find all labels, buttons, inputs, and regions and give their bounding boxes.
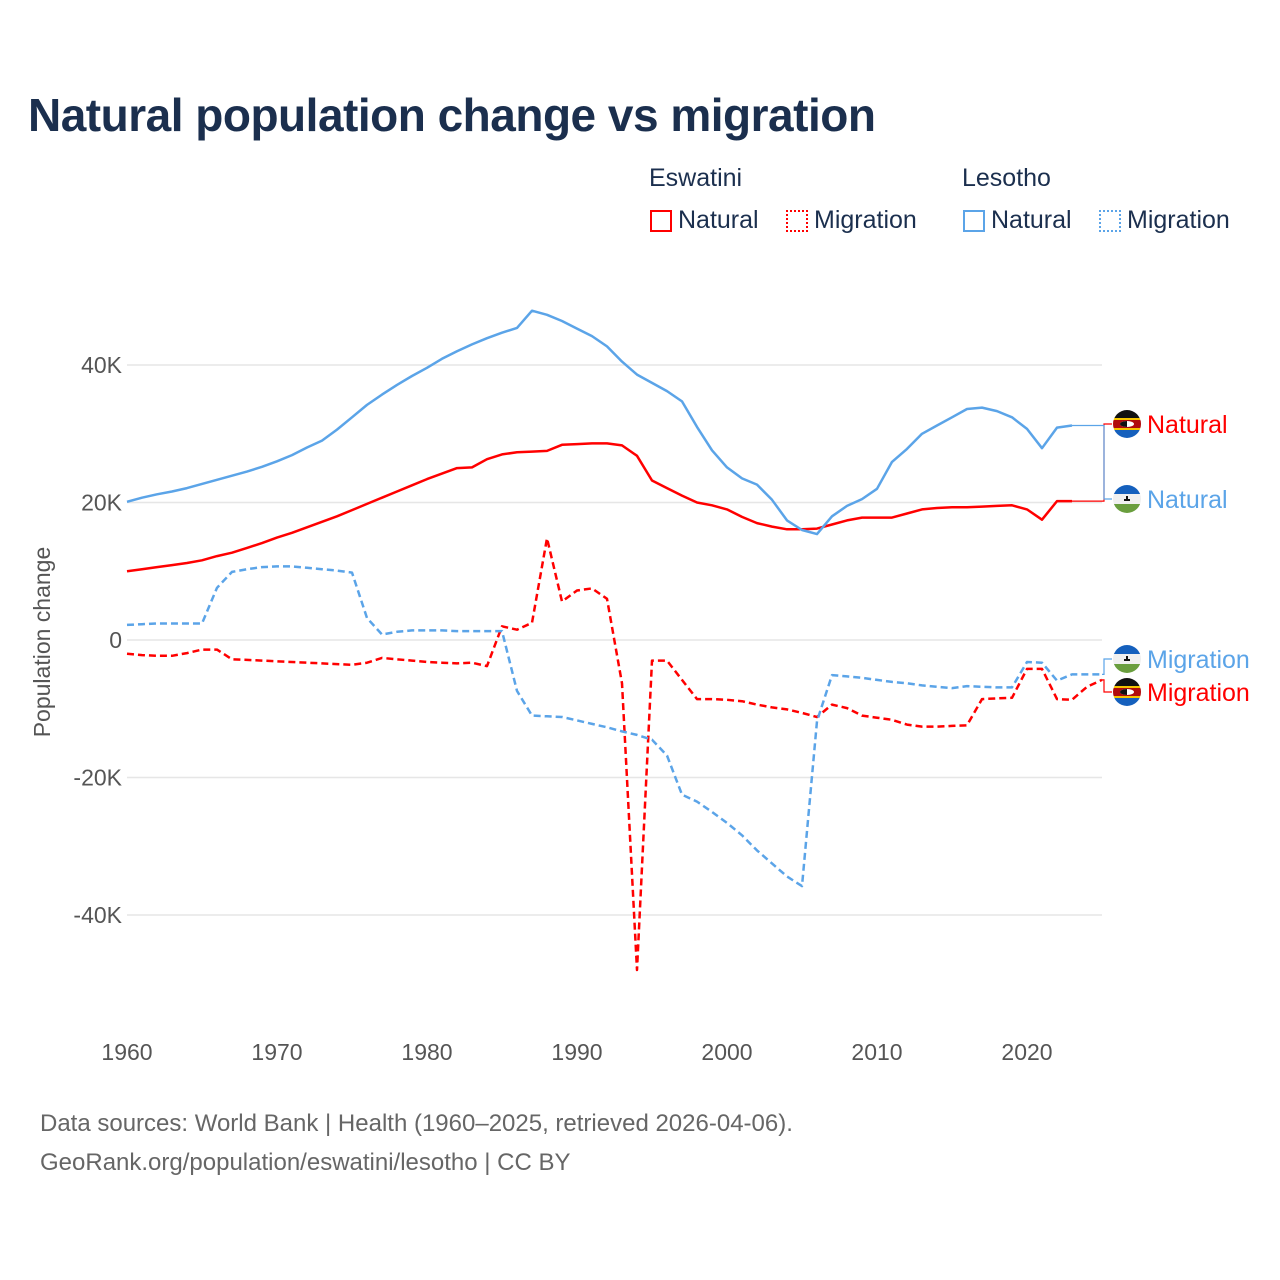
x-tick-label: 1980 <box>401 1039 452 1065</box>
series-end-label: Migration <box>1147 646 1250 674</box>
y-axis-label: Population change <box>29 547 55 738</box>
legend-swatch-solid-icon <box>963 209 985 232</box>
eswatini-flag-icon <box>1113 678 1141 706</box>
legend-swatch-dotted-icon <box>1099 209 1121 232</box>
series-end-label: Natural <box>1147 411 1228 439</box>
y-tick-label: 0 <box>109 627 122 653</box>
series-line-eswatini-natural <box>126 442 1072 573</box>
legend-item-eswatini-natural[interactable]: Natural <box>650 206 759 235</box>
y-tick-label: 40K <box>81 352 123 378</box>
legend-group-eswatini: Eswatini <box>649 164 743 192</box>
x-tick-label: 2000 <box>701 1039 752 1065</box>
legend-label: Natural <box>678 206 759 234</box>
x-tick-label: 2010 <box>851 1039 902 1065</box>
end-label-connector <box>1072 424 1112 500</box>
legend-label: Natural <box>991 206 1072 234</box>
legend-label: Migration <box>1127 206 1230 234</box>
y-tick-label: -40K <box>73 902 122 928</box>
series-end-label: Migration <box>1147 679 1250 707</box>
series-line-eswatini-migration <box>126 537 1103 972</box>
end-label-connector <box>1072 423 1112 502</box>
end-label-connector <box>1102 658 1112 675</box>
footer-attribution: GeoRank.org/population/eswatini/lesotho … <box>40 1149 571 1176</box>
legend-label: Migration <box>814 206 917 234</box>
legend-item-eswatini-migration[interactable]: Migration <box>786 206 917 235</box>
x-tick-label: 1970 <box>251 1039 302 1065</box>
lesotho-flag-icon <box>1113 485 1141 513</box>
legend-swatch-dotted-icon <box>786 209 808 232</box>
y-tick-label: 20K <box>81 490 123 516</box>
y-tick-label: -20K <box>73 765 122 791</box>
end-label-connector <box>1102 679 1112 693</box>
legend-group-lesotho: Lesotho <box>962 164 1051 192</box>
chart-title: Natural population change vs migration <box>28 89 876 141</box>
legend-item-lesotho-migration[interactable]: Migration <box>1099 206 1230 235</box>
eswatini-flag-icon <box>1113 410 1141 438</box>
series-end-label: Natural <box>1147 486 1228 514</box>
series-line-lesotho-migration <box>126 565 1102 888</box>
x-tick-label: 1960 <box>101 1039 152 1065</box>
footer-sources: Data sources: World Bank | Health (1960–… <box>40 1110 793 1137</box>
legend-swatch-solid-icon <box>650 209 672 232</box>
series-line-lesotho-natural <box>126 309 1073 536</box>
lesotho-flag-icon <box>1113 645 1141 673</box>
legend-item-lesotho-natural[interactable]: Natural <box>963 206 1072 235</box>
x-tick-label: 2020 <box>1001 1039 1052 1065</box>
x-tick-label: 1990 <box>551 1039 602 1065</box>
